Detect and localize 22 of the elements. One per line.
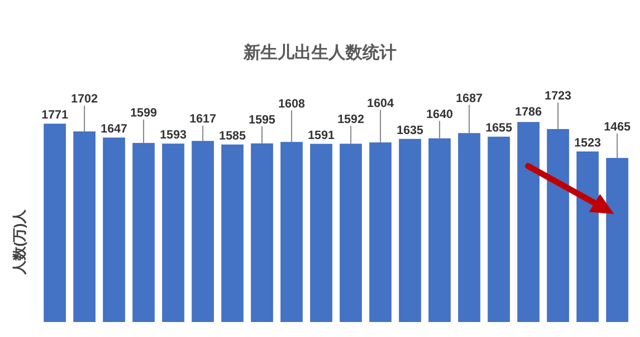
data-label: 1465 xyxy=(604,119,631,134)
data-label: 1687 xyxy=(456,90,483,105)
data-label: 1608 xyxy=(278,96,306,111)
data-label: 1640 xyxy=(426,106,454,121)
data-label: 1593 xyxy=(160,128,187,142)
data-label: 1702 xyxy=(71,92,98,106)
data-label: 1635 xyxy=(396,122,424,137)
data-label: 1723 xyxy=(544,88,572,103)
y-axis-title: 人数(万)人 xyxy=(11,208,27,276)
data-label: 1599 xyxy=(130,106,158,120)
data-label: 1592 xyxy=(337,112,364,126)
data-label: 1655 xyxy=(485,120,512,135)
data-label: 1771 xyxy=(41,108,68,122)
data-label: 1591 xyxy=(308,128,335,142)
data-label: 1523 xyxy=(574,135,602,150)
data-label: 1585 xyxy=(219,128,246,143)
data-label: 1786 xyxy=(515,104,542,119)
chart-title: 新生儿出生人数统计 xyxy=(242,43,396,62)
data-label: 1617 xyxy=(189,112,216,126)
data-label: 1595 xyxy=(248,112,276,127)
data-label: 1604 xyxy=(367,96,394,110)
data-label: 1647 xyxy=(100,122,128,136)
